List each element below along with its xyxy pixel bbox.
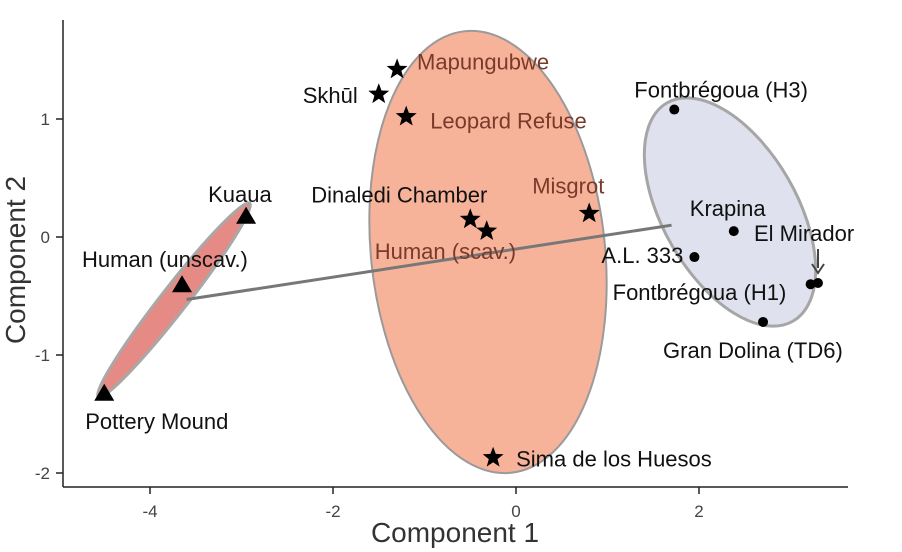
point-star-skh-l	[368, 83, 390, 104]
unscavenged-ellipse	[642, 96, 818, 328]
point-labels: Kuaua Human (unscav.) Pottery Mound Mapungu…	[82, 49, 854, 471]
y-tick-label: -2	[35, 464, 50, 483]
point-star-misgrot	[578, 202, 600, 223]
data-points	[94, 58, 823, 467]
x-axis-title: Component 1	[371, 517, 539, 548]
point-circle-fontbr-goua-h1	[805, 279, 816, 290]
label-misgrot: Misgrot	[532, 173, 604, 198]
label-leopard-refuse: Leopard Refuse	[430, 109, 587, 134]
point-star-leopard-refuse	[395, 105, 417, 126]
label-skh-l: Skhūl	[303, 83, 358, 108]
label-el-mirador: El Mirador	[754, 221, 854, 246]
point-circle-krapina	[728, 226, 739, 237]
x-tick-label: -4	[142, 502, 157, 521]
label-dinaledi-chamber: Dinaledi Chamber	[311, 182, 487, 207]
point-star-dinaledi-chamber	[459, 208, 481, 229]
point-star-mapungubwe	[386, 58, 408, 79]
point-triangle-pottery-mound	[94, 383, 115, 401]
point-circle-a-l-333	[689, 252, 700, 263]
middle-ellipse	[96, 201, 252, 399]
point-triangle-kuaua	[236, 206, 257, 224]
label-human-unscav: Human (unscav.)	[82, 247, 248, 272]
x-tick-label: -2	[325, 502, 340, 521]
label-krapina: Krapina	[690, 196, 767, 221]
label-human-scav: Human (scav.)	[375, 239, 516, 264]
label-kuaua: Kuaua	[208, 182, 272, 207]
label-mapungubwe: Mapungubwe	[417, 49, 549, 74]
label-sima-de-los-huesos: Sima de los Huesos	[516, 447, 712, 472]
label-pottery-mound: Pottery Mound	[85, 409, 228, 434]
point-star-sima-de-los-huesos	[482, 446, 504, 467]
group-connector-line	[186, 223, 672, 302]
el-mirador-arrow-head-icon	[811, 263, 825, 275]
point-circle-fontbr-goua-h3	[669, 104, 680, 115]
label-gran-dolina-td6: Gran Dolina (TD6)	[663, 338, 843, 363]
label-fontbr-goua-h3: Fontbrégoua (H3)	[634, 78, 808, 103]
point-triangle-human-unscav	[172, 275, 193, 293]
y-tick-label: 1	[41, 110, 50, 129]
y-axis-title: Component 2	[0, 176, 31, 344]
label-a-l-333: A.L. 333	[601, 243, 683, 268]
axis-ticks: -4 -2 0 2 1 0 -1 -2	[35, 110, 704, 521]
x-tick-label: 0	[511, 502, 520, 521]
label-fontbr-goua-h1: Fontbrégoua (H1)	[613, 280, 787, 305]
y-tick-label: 0	[41, 228, 50, 247]
point-star-human-scav	[476, 220, 498, 240]
point-circle-gran-dolina-td6	[758, 316, 769, 327]
x-tick-label: 2	[694, 502, 703, 521]
y-tick-label: -1	[35, 346, 50, 365]
